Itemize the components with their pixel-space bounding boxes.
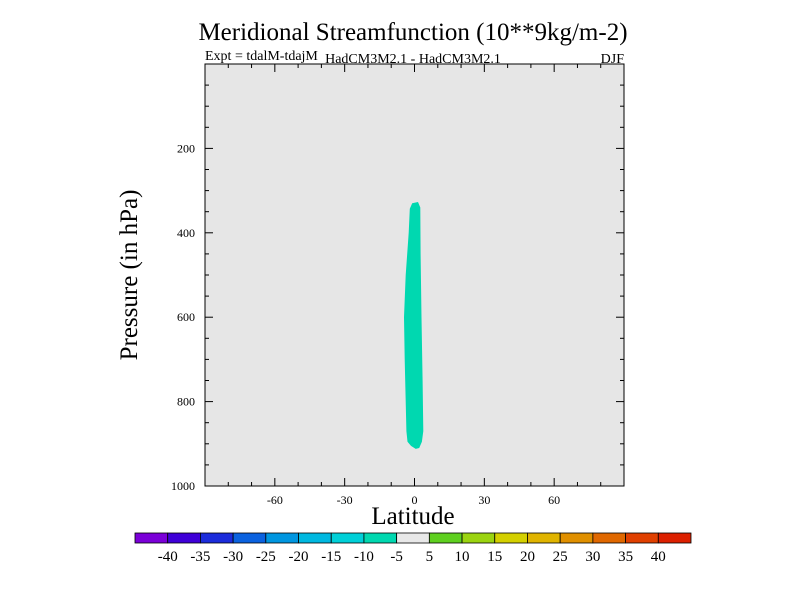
- experiment-label: Expt = tdalM-tdajM: [205, 49, 318, 64]
- colorbar-tick-label: -30: [223, 549, 243, 565]
- axis-ticks: -60 -30 0 30 60 200 400 600 800 1000: [171, 64, 624, 507]
- colorbar-tick-label: 10: [455, 549, 470, 565]
- model-comparison-label: HadCM3M2.1 - HadCM3M2.1: [325, 52, 501, 67]
- colorbar-swatch: [330, 532, 365, 544]
- contour-region-0: [404, 202, 424, 449]
- colorbar-tick-label: -10: [354, 549, 374, 565]
- colorbar-swatch: [592, 532, 626, 544]
- colorbar-tick-label: -25: [256, 549, 276, 565]
- x-axis-label: Latitude: [371, 503, 454, 530]
- chart-title: Meridional Streamfunction (10**9kg/m-2): [198, 19, 627, 46]
- colorbar-swatch: [232, 532, 267, 544]
- colorbar-tick-label: -20: [289, 549, 309, 565]
- y-tick-label: 800: [177, 395, 195, 409]
- x-tick-label: 0: [412, 493, 418, 507]
- y-tick-label: 600: [177, 310, 195, 324]
- colorbar-swatch: [363, 532, 398, 544]
- colorbar-tick-label: -5: [390, 549, 403, 565]
- y-tick-label: 400: [177, 226, 195, 240]
- colorbar-tick-label: -40: [158, 549, 178, 565]
- x-tick-label: 30: [478, 493, 490, 507]
- colorbar-tick-label: -35: [190, 549, 210, 565]
- colorbar-swatch: [167, 532, 201, 544]
- colorbar-swatch: [298, 532, 332, 544]
- colorbar-swatch: [559, 532, 594, 544]
- colorbar-swatch: [265, 532, 299, 544]
- colorbar-swatch: [134, 532, 169, 544]
- colorbar-swatch: [396, 532, 430, 544]
- colorbar-tick-label: 5: [426, 549, 434, 565]
- colorbar: -40 -35 -30 -25 -20 -15 -10 -5 5 10 15 20 25 30 35 40: [134, 532, 692, 565]
- colorbar-swatch: [527, 532, 561, 544]
- colorbar-swatch: [494, 532, 528, 544]
- colorbar-tick-label: 30: [585, 549, 600, 565]
- colorbar-swatch: [461, 532, 496, 544]
- y-tick-label: 1000: [171, 479, 195, 493]
- colorbar-swatch: [428, 532, 463, 544]
- contour-layer: [404, 202, 424, 449]
- colorbar-tick-label: 40: [651, 549, 666, 565]
- colorbar-tick-label: 35: [618, 549, 633, 565]
- x-tick-label: -30: [337, 493, 353, 507]
- y-axis-label: Pressure (in hPa): [116, 190, 143, 361]
- season-label: DJF: [601, 52, 625, 67]
- y-tick-label: 200: [177, 141, 195, 155]
- colorbar-tick-label: -15: [321, 549, 341, 565]
- x-tick-label: 60: [548, 493, 560, 507]
- colorbar-tick-label: 25: [553, 549, 568, 565]
- plot-frame: [204, 63, 625, 487]
- x-tick-label: -60: [267, 493, 283, 507]
- colorbar-swatch: [200, 532, 234, 544]
- colorbar-tick-label: 20: [520, 549, 535, 565]
- colorbar-swatch: [625, 532, 659, 544]
- colorbar-tick-label: 15: [487, 549, 502, 565]
- colorbar-swatch: [657, 532, 692, 544]
